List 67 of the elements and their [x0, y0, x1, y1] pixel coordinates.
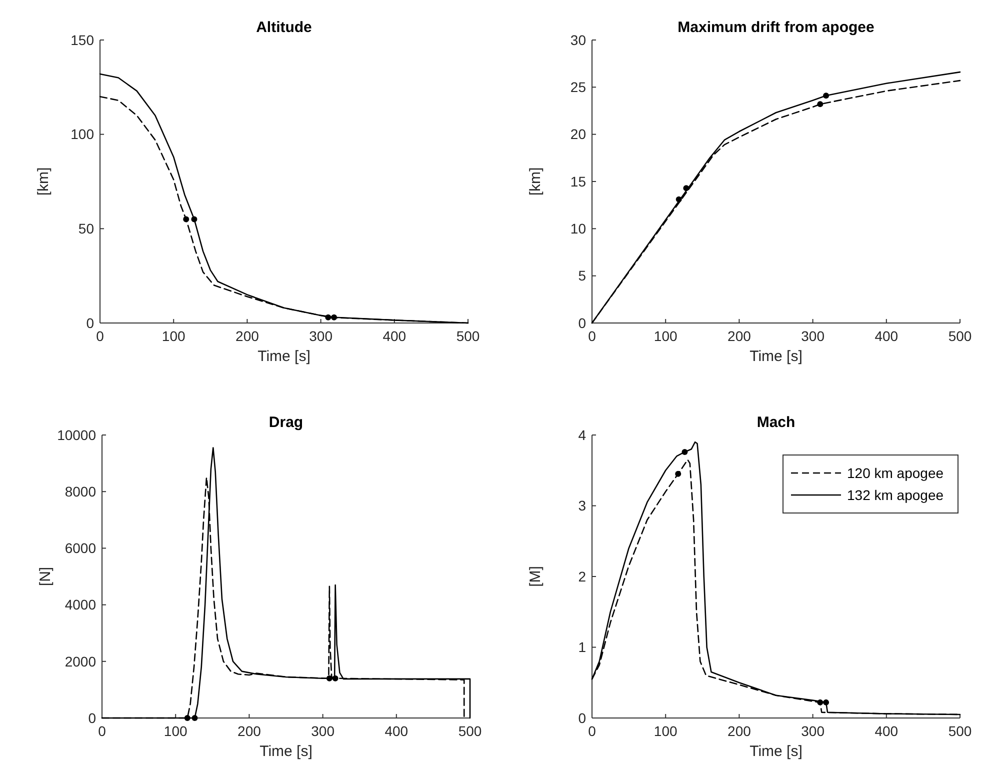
x-tick-label: 400 [384, 723, 408, 739]
x-tick-label: 0 [98, 723, 106, 739]
y-tick-label: 2 [578, 568, 586, 584]
x-tick-label: 400 [382, 328, 406, 344]
y-tick-label: 30 [570, 32, 586, 48]
x-tick-label: 100 [164, 723, 188, 739]
y-tick-label: 6000 [64, 540, 96, 556]
x-tick-label: 100 [162, 328, 186, 344]
chart-title: Drag [268, 414, 304, 431]
y-tick-label: 4 [578, 426, 586, 443]
x-tick-label: 500 [948, 723, 972, 739]
x-tick-label: 200 [728, 328, 752, 344]
y-axis-title: [km] [527, 167, 544, 196]
point [817, 699, 824, 706]
y-tick-label: 20 [570, 126, 586, 142]
y-tick-label: 50 [78, 220, 94, 237]
x-tick-label: 400 [874, 328, 898, 344]
x-tick-label: 100 [654, 723, 678, 739]
legend-label: 120 km apogee [847, 464, 944, 481]
x-tick-label: 100 [654, 328, 678, 344]
x-tick-label: 0 [588, 328, 596, 344]
y-tick-label: 2000 [64, 653, 96, 670]
y-tick-label: 10 [570, 220, 586, 237]
y-tick-label: 0 [578, 314, 586, 331]
chart-title: Mach [756, 414, 796, 431]
point [682, 448, 688, 455]
y-tick-label: 4000 [64, 596, 96, 613]
x-tick-label: 500 [456, 328, 480, 344]
point [675, 470, 682, 477]
y-tick-label: 100 [70, 126, 94, 142]
point [676, 196, 682, 202]
legend-label: 132 km apogee [847, 486, 944, 503]
y-tick-label: 3 [578, 498, 586, 514]
y-tick-label: 15 [570, 173, 586, 190]
x-axis-title: Time [s] [750, 348, 802, 365]
chart-title: Maximum drift from apogee [678, 19, 874, 36]
point [817, 101, 824, 108]
x-axis-title: Time [s] [750, 743, 802, 760]
y-tick-label: 0 [88, 710, 96, 726]
x-tick-label: 400 [874, 723, 898, 739]
y-axis-title: [N] [37, 566, 54, 586]
x-tick-label: 200 [238, 723, 262, 739]
y-axis-title: [km] [35, 167, 52, 196]
x-tick-label: 200 [236, 328, 260, 344]
y-tick-label: 25 [570, 79, 586, 96]
x-tick-label: 300 [311, 723, 335, 739]
y-axis-title: [M] [527, 566, 544, 587]
point [683, 185, 690, 192]
x-tick-label: 500 [948, 328, 972, 344]
x-axis-title: Time [s] [258, 348, 310, 365]
chart-title: Altitude [256, 19, 312, 36]
y-tick-label: 8000 [64, 484, 96, 500]
x-tick-label: 300 [801, 723, 825, 739]
x-tick-label: 300 [309, 328, 333, 344]
x-axis-title: Time [s] [260, 743, 312, 760]
y-tick-label: 150 [70, 32, 94, 48]
y-tick-label: 0 [578, 710, 586, 726]
y-tick-label: 10000 [57, 426, 96, 443]
x-tick-label: 200 [728, 723, 752, 739]
x-tick-label: 0 [588, 723, 596, 739]
y-tick-label: 0 [86, 314, 94, 331]
point [823, 699, 830, 706]
y-tick-label: 5 [578, 268, 586, 284]
y-tick-label: 1 [578, 639, 586, 656]
point [823, 92, 830, 99]
x-tick-label: 500 [458, 723, 482, 739]
x-tick-label: 300 [801, 328, 825, 344]
